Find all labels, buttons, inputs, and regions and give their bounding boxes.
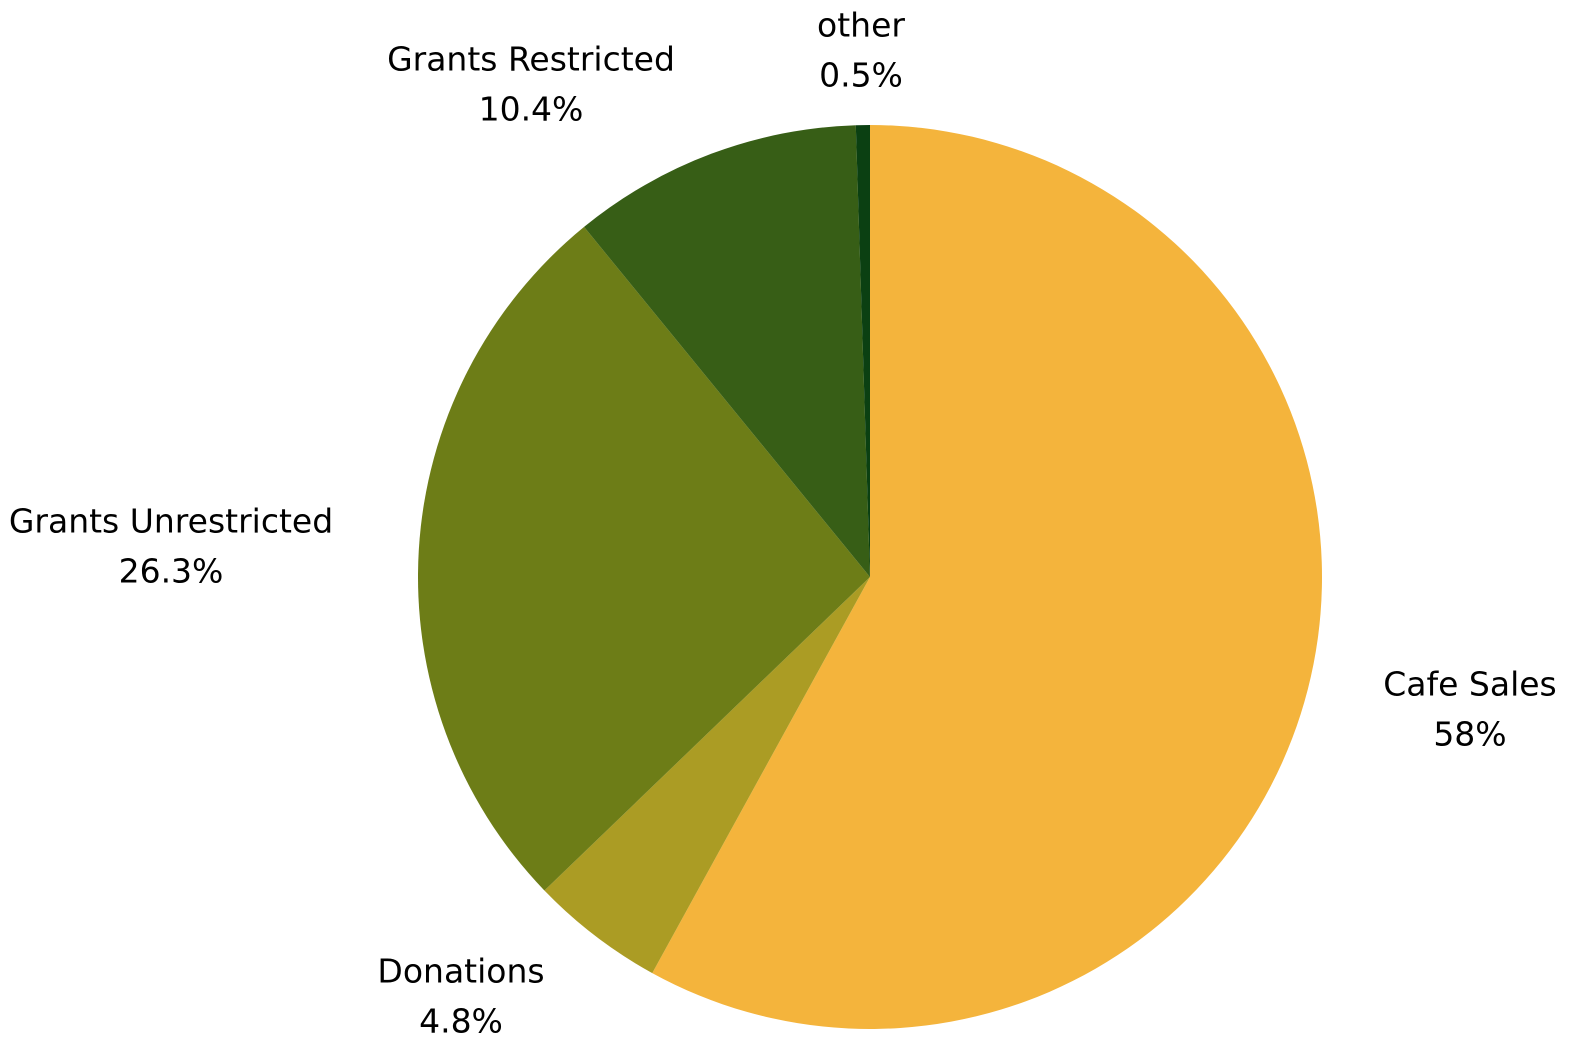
pie-slice-grants-unrestricted <box>418 226 870 891</box>
slice-label-name: Cafe Sales <box>1383 665 1557 704</box>
slice-label-value: 26.3% <box>119 552 224 591</box>
pie-slice-donations <box>544 577 870 974</box>
pie-slice-grants-restricted <box>584 125 870 578</box>
slice-label-name: Donations <box>377 952 544 991</box>
pie-slices <box>418 125 1322 1029</box>
slice-label-value: 10.4% <box>479 90 584 129</box>
pie-labels: Cafe Sales 58% Donations 4.8% Grants Unrestr… <box>9 6 1557 1041</box>
slice-label-value: 4.8% <box>419 1002 503 1041</box>
slice-label-name: Grants Restricted <box>387 40 675 79</box>
pie-slice-cafe-sales <box>652 125 1322 1029</box>
pie-slice-other <box>855 125 870 577</box>
slice-label-value: 0.5% <box>819 56 903 95</box>
slice-label-name: other <box>817 6 905 45</box>
slice-label-value: 58% <box>1433 715 1506 754</box>
slice-label-name: Grants Unrestricted <box>9 502 333 541</box>
